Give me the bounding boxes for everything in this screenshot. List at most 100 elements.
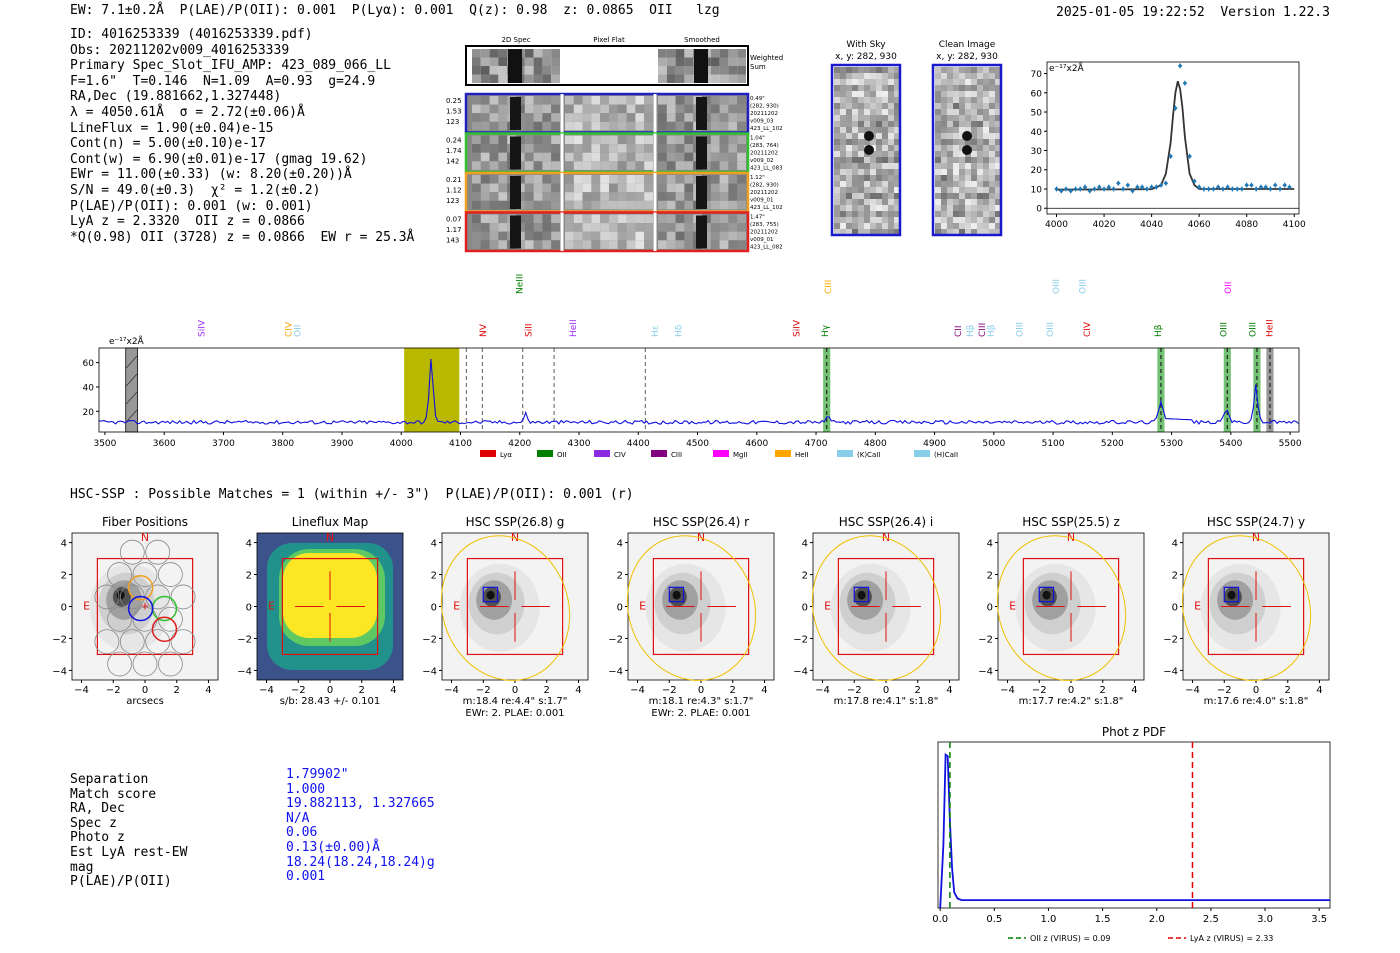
sky-pixel [983, 115, 989, 121]
sky-pixel [941, 151, 947, 157]
cutout-pixel [737, 96, 746, 105]
cutout-pixel [719, 135, 729, 145]
cutout-pixel [498, 214, 508, 224]
cutout-pixel [737, 223, 746, 232]
sky-pixel [947, 163, 953, 169]
cutout-row-meta: 423_LL_102 [750, 205, 783, 211]
cutout-pixel [489, 223, 499, 232]
x-tick-label: 4500 [686, 439, 709, 449]
hatch-line [125, 391, 138, 405]
cutout-pixel [626, 240, 636, 249]
sky-pixel [894, 193, 900, 199]
sky-pixel [852, 211, 858, 217]
sky-pixel [953, 97, 959, 103]
cutout-pixel [609, 113, 618, 122]
x-tick-label: 5200 [1101, 439, 1124, 449]
sky-pixel [888, 151, 894, 157]
sky-pixel [953, 223, 959, 229]
x-tick-label: 0 [1253, 685, 1259, 696]
sky-pixel [977, 187, 983, 193]
sky-pixel [870, 163, 876, 169]
sky-pixel [935, 157, 941, 163]
sky-pixel [846, 193, 852, 199]
cutout-pixel [626, 183, 636, 193]
cutout-pixel [524, 49, 534, 58]
cutout-pixel [658, 135, 667, 145]
photz-legend-label: LyA z (VIRUS) = 2.33 [1190, 934, 1273, 943]
cutout-row-meta: v009_01 [750, 237, 774, 243]
sky-pixel [959, 139, 965, 145]
cutout-pixel [533, 96, 543, 105]
cutout-row-meta: 1.47" [750, 215, 765, 221]
sky-pixel [941, 175, 947, 181]
cutout-pixel [542, 152, 552, 162]
sky-pixel [953, 121, 959, 127]
cutout-pixel [524, 175, 534, 184]
sky-pixel [834, 163, 840, 169]
cutout-pixel [675, 135, 685, 145]
sky-pixel [983, 91, 989, 97]
cutout-pixel [542, 144, 552, 153]
image-xlabel: m:17.7 re:4.2" s:1.8" [1019, 696, 1124, 707]
cutout-pixel [710, 223, 720, 232]
x-tick-label: 4000 [1045, 220, 1068, 230]
cutout-row-meta: 423_LL_102 [750, 126, 783, 132]
cutout-pixel [573, 96, 583, 105]
sky-pixel [852, 175, 858, 181]
sky-pixel [834, 121, 840, 127]
sky-pixel [971, 211, 977, 217]
sky-pixel [834, 97, 840, 103]
sky-pixel [894, 175, 900, 181]
sky-pixel [840, 121, 846, 127]
sky-pixel [947, 199, 953, 205]
sky-pixel [989, 181, 995, 187]
sky-pixel [894, 103, 900, 109]
cutout-pixel [472, 121, 481, 131]
sky-pixel [977, 67, 983, 73]
sky-pixel [971, 73, 977, 79]
cutout-pixel [582, 183, 592, 193]
cutout-pixel [551, 152, 560, 162]
sky-pixel [959, 115, 965, 121]
cutout-pixel [737, 192, 746, 201]
x-tick-label: 3800 [271, 439, 294, 449]
legend-label: CIV [614, 451, 626, 459]
sky-pixel [941, 169, 947, 175]
cutout-pixel [728, 121, 738, 131]
sky-pixel [840, 151, 846, 157]
cutout-pixel [617, 214, 627, 224]
sky-pixel [941, 73, 947, 79]
sky-pixel [977, 157, 983, 163]
cutout-pixel [617, 121, 627, 131]
search-box [1022, 557, 1120, 656]
sky-pixel [971, 175, 977, 181]
sky-pixel [971, 163, 977, 169]
y-tick-label: −2 [608, 634, 623, 645]
data-point [1277, 186, 1283, 192]
sky-pixel [959, 163, 965, 169]
sky-pixel [888, 205, 894, 211]
cutout-pixel [524, 240, 534, 249]
x-tick-label: 4100 [1283, 220, 1306, 230]
sky-pixel [894, 109, 900, 115]
y-tick-label: 2 [802, 571, 808, 582]
cutout-pixel [600, 152, 609, 162]
sky-pixel [935, 211, 941, 217]
sky-pixel [882, 175, 888, 181]
cutout-pixel [710, 161, 720, 170]
cutout-pixel [658, 57, 667, 66]
cutout-row-meta: (283, 764) [750, 143, 779, 149]
sky-pixel [983, 73, 989, 79]
spectral-line-label: SiIV [792, 319, 802, 337]
cutout-pixel [710, 152, 720, 162]
sky-pixel [947, 217, 953, 223]
sky-pixel [864, 199, 870, 205]
cutout-pixel [582, 96, 592, 105]
sky-panel-title: Clean Image [939, 40, 996, 50]
data-point [1054, 186, 1059, 192]
cutout-pixel [591, 161, 601, 170]
data-point [1125, 182, 1131, 188]
sky-pixel [846, 211, 852, 217]
data-point [1282, 182, 1288, 188]
